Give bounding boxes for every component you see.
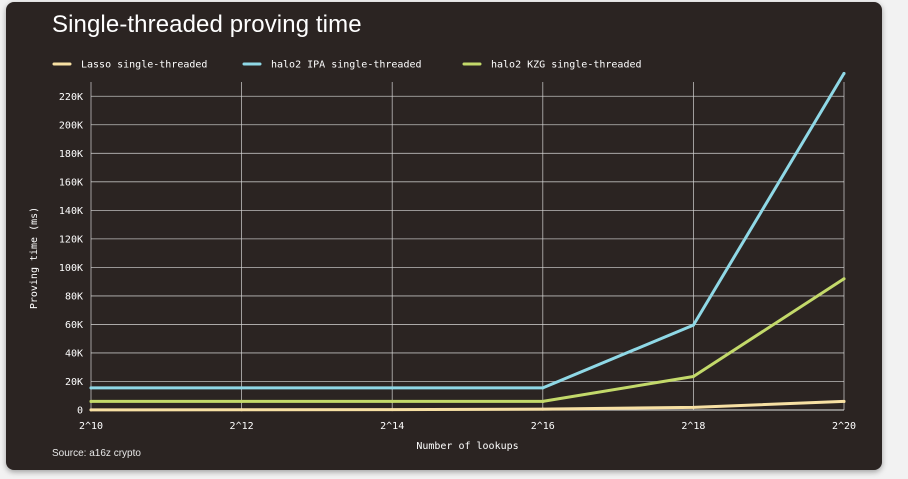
data-point	[842, 71, 846, 75]
series-line-3	[89, 277, 846, 403]
y-tick-label: 100K	[59, 263, 83, 274]
x-tick-label: 2^12	[230, 421, 254, 432]
chart-title: Single-threaded proving time	[52, 11, 362, 38]
chart-plot: Lasso single-threaded halo2 IPA single-th…	[29, 60, 856, 453]
data-point	[240, 408, 244, 412]
data-point	[691, 374, 695, 378]
data-point	[390, 399, 394, 403]
data-point	[89, 386, 93, 390]
chart-card: Single-threaded proving time Lasso singl…	[6, 2, 882, 470]
data-point	[691, 323, 695, 327]
y-tick-label: 180K	[59, 149, 83, 160]
data-point	[691, 405, 695, 409]
data-point	[390, 408, 394, 412]
series-lines	[89, 71, 846, 412]
x-tick-label: 2^10	[79, 421, 103, 432]
y-tick-label: 120K	[59, 234, 83, 245]
y-tick-label: 60K	[65, 320, 83, 331]
gridlines	[90, 82, 845, 411]
y-tick-label: 200K	[59, 120, 83, 131]
data-point	[240, 399, 244, 403]
data-point	[89, 399, 93, 403]
data-point	[842, 399, 846, 403]
x-axis-label: Number of lookups	[416, 441, 518, 452]
legend: Lasso single-threaded halo2 IPA single-th…	[52, 60, 642, 71]
y-tick-label: 20K	[65, 377, 83, 388]
data-point	[842, 277, 846, 281]
y-tick-label: 160K	[59, 177, 83, 188]
x-axis: 2^10 2^12 2^14 2^16 2^18 2^20	[79, 421, 856, 432]
x-tick-label: 2^20	[832, 421, 856, 432]
legend-label: halo2 IPA single-threaded	[271, 60, 422, 71]
data-point	[240, 386, 244, 390]
data-point	[390, 386, 394, 390]
y-tick-label: 140K	[59, 206, 83, 217]
y-axis: 0 20K 40K 60K 80K 100K 120K 140K 160K 180K 200K 220…	[59, 92, 83, 417]
y-tick-label: 220K	[59, 92, 83, 103]
source-note: Source: a16z crypto	[52, 448, 141, 459]
data-point	[541, 386, 545, 390]
y-axis-label: Proving time (ms)	[29, 207, 40, 309]
y-tick-label: 80K	[65, 291, 83, 302]
data-point	[541, 399, 545, 403]
series-line-2	[89, 71, 846, 390]
data-point	[541, 407, 545, 411]
data-point	[89, 408, 93, 412]
x-tick-label: 2^14	[380, 421, 404, 432]
x-tick-label: 2^18	[681, 421, 705, 432]
series-line-1	[89, 399, 846, 412]
y-tick-label: 0	[77, 406, 83, 417]
x-tick-label: 2^16	[531, 421, 555, 432]
legend-label: halo2 KZG single-threaded	[491, 60, 642, 71]
legend-label: Lasso single-threaded	[81, 60, 207, 71]
y-tick-label: 40K	[65, 348, 83, 359]
